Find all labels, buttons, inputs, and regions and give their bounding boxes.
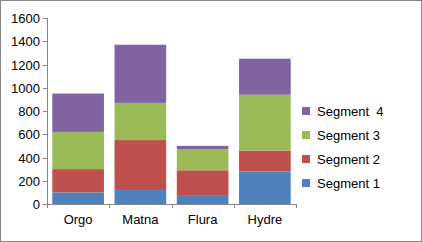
legend: Segment 1 Segment 2 Segment 3 Segment 4 bbox=[302, 104, 384, 191]
bar-segment bbox=[52, 132, 104, 169]
y-tick bbox=[43, 18, 47, 19]
x-tick bbox=[172, 204, 173, 208]
bar-segment bbox=[115, 140, 167, 190]
chart-container: 0 200 400 600 800 1000 1200 1400 1600 Orgo Matna Fl… bbox=[0, 0, 422, 242]
y-tick-label: 1000 bbox=[11, 81, 40, 96]
y-tick bbox=[43, 181, 47, 182]
y-tick-label: 600 bbox=[18, 127, 40, 142]
y-tick-label: 0 bbox=[33, 197, 40, 212]
bar-segment bbox=[52, 94, 104, 132]
chart: 0 200 400 600 800 1000 1200 1400 1600 Orgo Matna Fl… bbox=[0, 0, 422, 242]
x-tick bbox=[109, 204, 110, 208]
bar-segment bbox=[239, 95, 291, 151]
bar-segment bbox=[177, 196, 229, 204]
legend-label: Segment 3 bbox=[317, 128, 380, 143]
y-tick-label: 800 bbox=[18, 104, 40, 119]
bar-segment bbox=[115, 190, 167, 204]
x-axis bbox=[47, 204, 296, 205]
y-tick-label: 1600 bbox=[11, 11, 40, 26]
x-tick bbox=[234, 204, 235, 208]
bar-segment bbox=[115, 103, 167, 140]
y-tick-label: 200 bbox=[18, 174, 40, 189]
y-tick bbox=[43, 111, 47, 112]
y-tick bbox=[43, 41, 47, 42]
bar-segment bbox=[177, 149, 229, 170]
legend-swatch bbox=[302, 155, 310, 163]
legend-swatch bbox=[302, 131, 310, 139]
bars bbox=[52, 45, 290, 204]
legend-label: Segment 2 bbox=[317, 152, 380, 167]
y-axis bbox=[47, 18, 48, 204]
bar-segment bbox=[177, 146, 229, 149]
y-tick-label: 1200 bbox=[11, 58, 40, 73]
y-tick-label: 400 bbox=[18, 151, 40, 166]
legend-label: Segment 1 bbox=[317, 176, 380, 191]
legend-label: Segment 4 bbox=[317, 104, 384, 119]
legend-swatch bbox=[302, 179, 310, 187]
bar-segment bbox=[239, 171, 291, 204]
x-tick-label: Orgo bbox=[64, 212, 93, 227]
y-tick bbox=[43, 158, 47, 159]
x-tick-label: Flura bbox=[188, 212, 218, 227]
x-tick bbox=[47, 204, 48, 208]
y-tick-label: 1400 bbox=[11, 34, 40, 49]
x-tick-label: Matna bbox=[122, 212, 159, 227]
bar-segment bbox=[239, 151, 291, 172]
bar-segment bbox=[52, 169, 104, 192]
y-tick bbox=[43, 134, 47, 135]
bar-segment bbox=[239, 59, 291, 95]
y-tick bbox=[43, 88, 47, 89]
legend-swatch bbox=[302, 107, 310, 115]
bar-segment bbox=[52, 192, 104, 204]
chart-frame bbox=[1, 1, 422, 242]
x-tick-label: Hydre bbox=[248, 212, 283, 227]
bar-segment bbox=[115, 45, 167, 103]
y-tick bbox=[43, 65, 47, 66]
x-tick bbox=[296, 204, 297, 208]
bar-segment bbox=[177, 170, 229, 196]
y-tick bbox=[43, 204, 47, 205]
